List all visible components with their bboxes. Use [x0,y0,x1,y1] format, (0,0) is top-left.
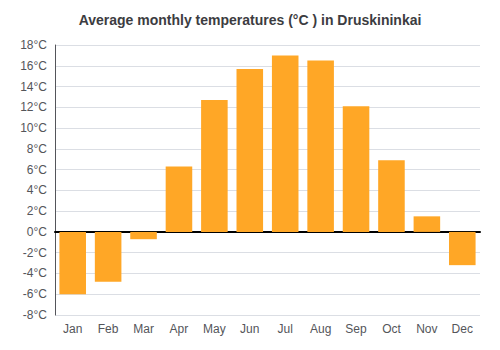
svg-text:10°C: 10°C [20,121,47,135]
svg-text:Nov: Nov [416,322,437,336]
svg-text:-2°C: -2°C [23,246,47,260]
svg-text:16°C: 16°C [20,59,47,73]
svg-text:Jul: Jul [278,322,293,336]
svg-text:-8°C: -8°C [23,308,47,322]
svg-text:Feb: Feb [98,322,119,336]
svg-text:Apr: Apr [170,322,189,336]
svg-text:4°C: 4°C [27,183,47,197]
svg-text:12°C: 12°C [20,100,47,114]
svg-text:Jan: Jan [63,322,82,336]
svg-text:Mar: Mar [133,322,154,336]
svg-text:14°C: 14°C [20,80,47,94]
svg-text:2°C: 2°C [27,204,47,218]
svg-text:Oct: Oct [382,322,401,336]
svg-text:Aug: Aug [310,322,331,336]
svg-text:6°C: 6°C [27,163,47,177]
svg-text:Sep: Sep [345,322,367,336]
svg-text:Dec: Dec [452,322,473,336]
svg-text:0°C: 0°C [27,225,47,239]
svg-text:-6°C: -6°C [23,287,47,301]
svg-text:Average monthly temperatures (: Average monthly temperatures (°C ) in Dr… [79,12,422,28]
svg-text:8°C: 8°C [27,142,47,156]
svg-text:-4°C: -4°C [23,266,47,280]
svg-text:18°C: 18°C [20,38,47,52]
svg-text:May: May [203,322,226,336]
svg-text:Jun: Jun [240,322,259,336]
